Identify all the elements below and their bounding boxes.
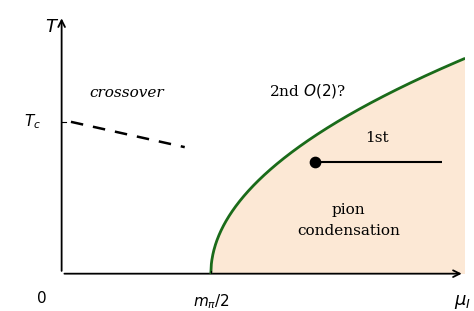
Text: $m_{\pi}/2$: $m_{\pi}/2$ <box>192 293 229 311</box>
Text: 2nd $O(2)$?: 2nd $O(2)$? <box>269 82 346 100</box>
Text: $\mu_I$: $\mu_I$ <box>454 293 471 311</box>
Text: $0$: $0$ <box>36 290 46 306</box>
Text: 1st: 1st <box>365 131 389 145</box>
Text: $T$: $T$ <box>45 18 59 36</box>
Text: pion
condensation: pion condensation <box>298 203 401 238</box>
Polygon shape <box>211 58 465 274</box>
Text: crossover: crossover <box>90 86 164 100</box>
Point <box>311 160 319 165</box>
Text: $T_c$: $T_c$ <box>24 113 41 131</box>
